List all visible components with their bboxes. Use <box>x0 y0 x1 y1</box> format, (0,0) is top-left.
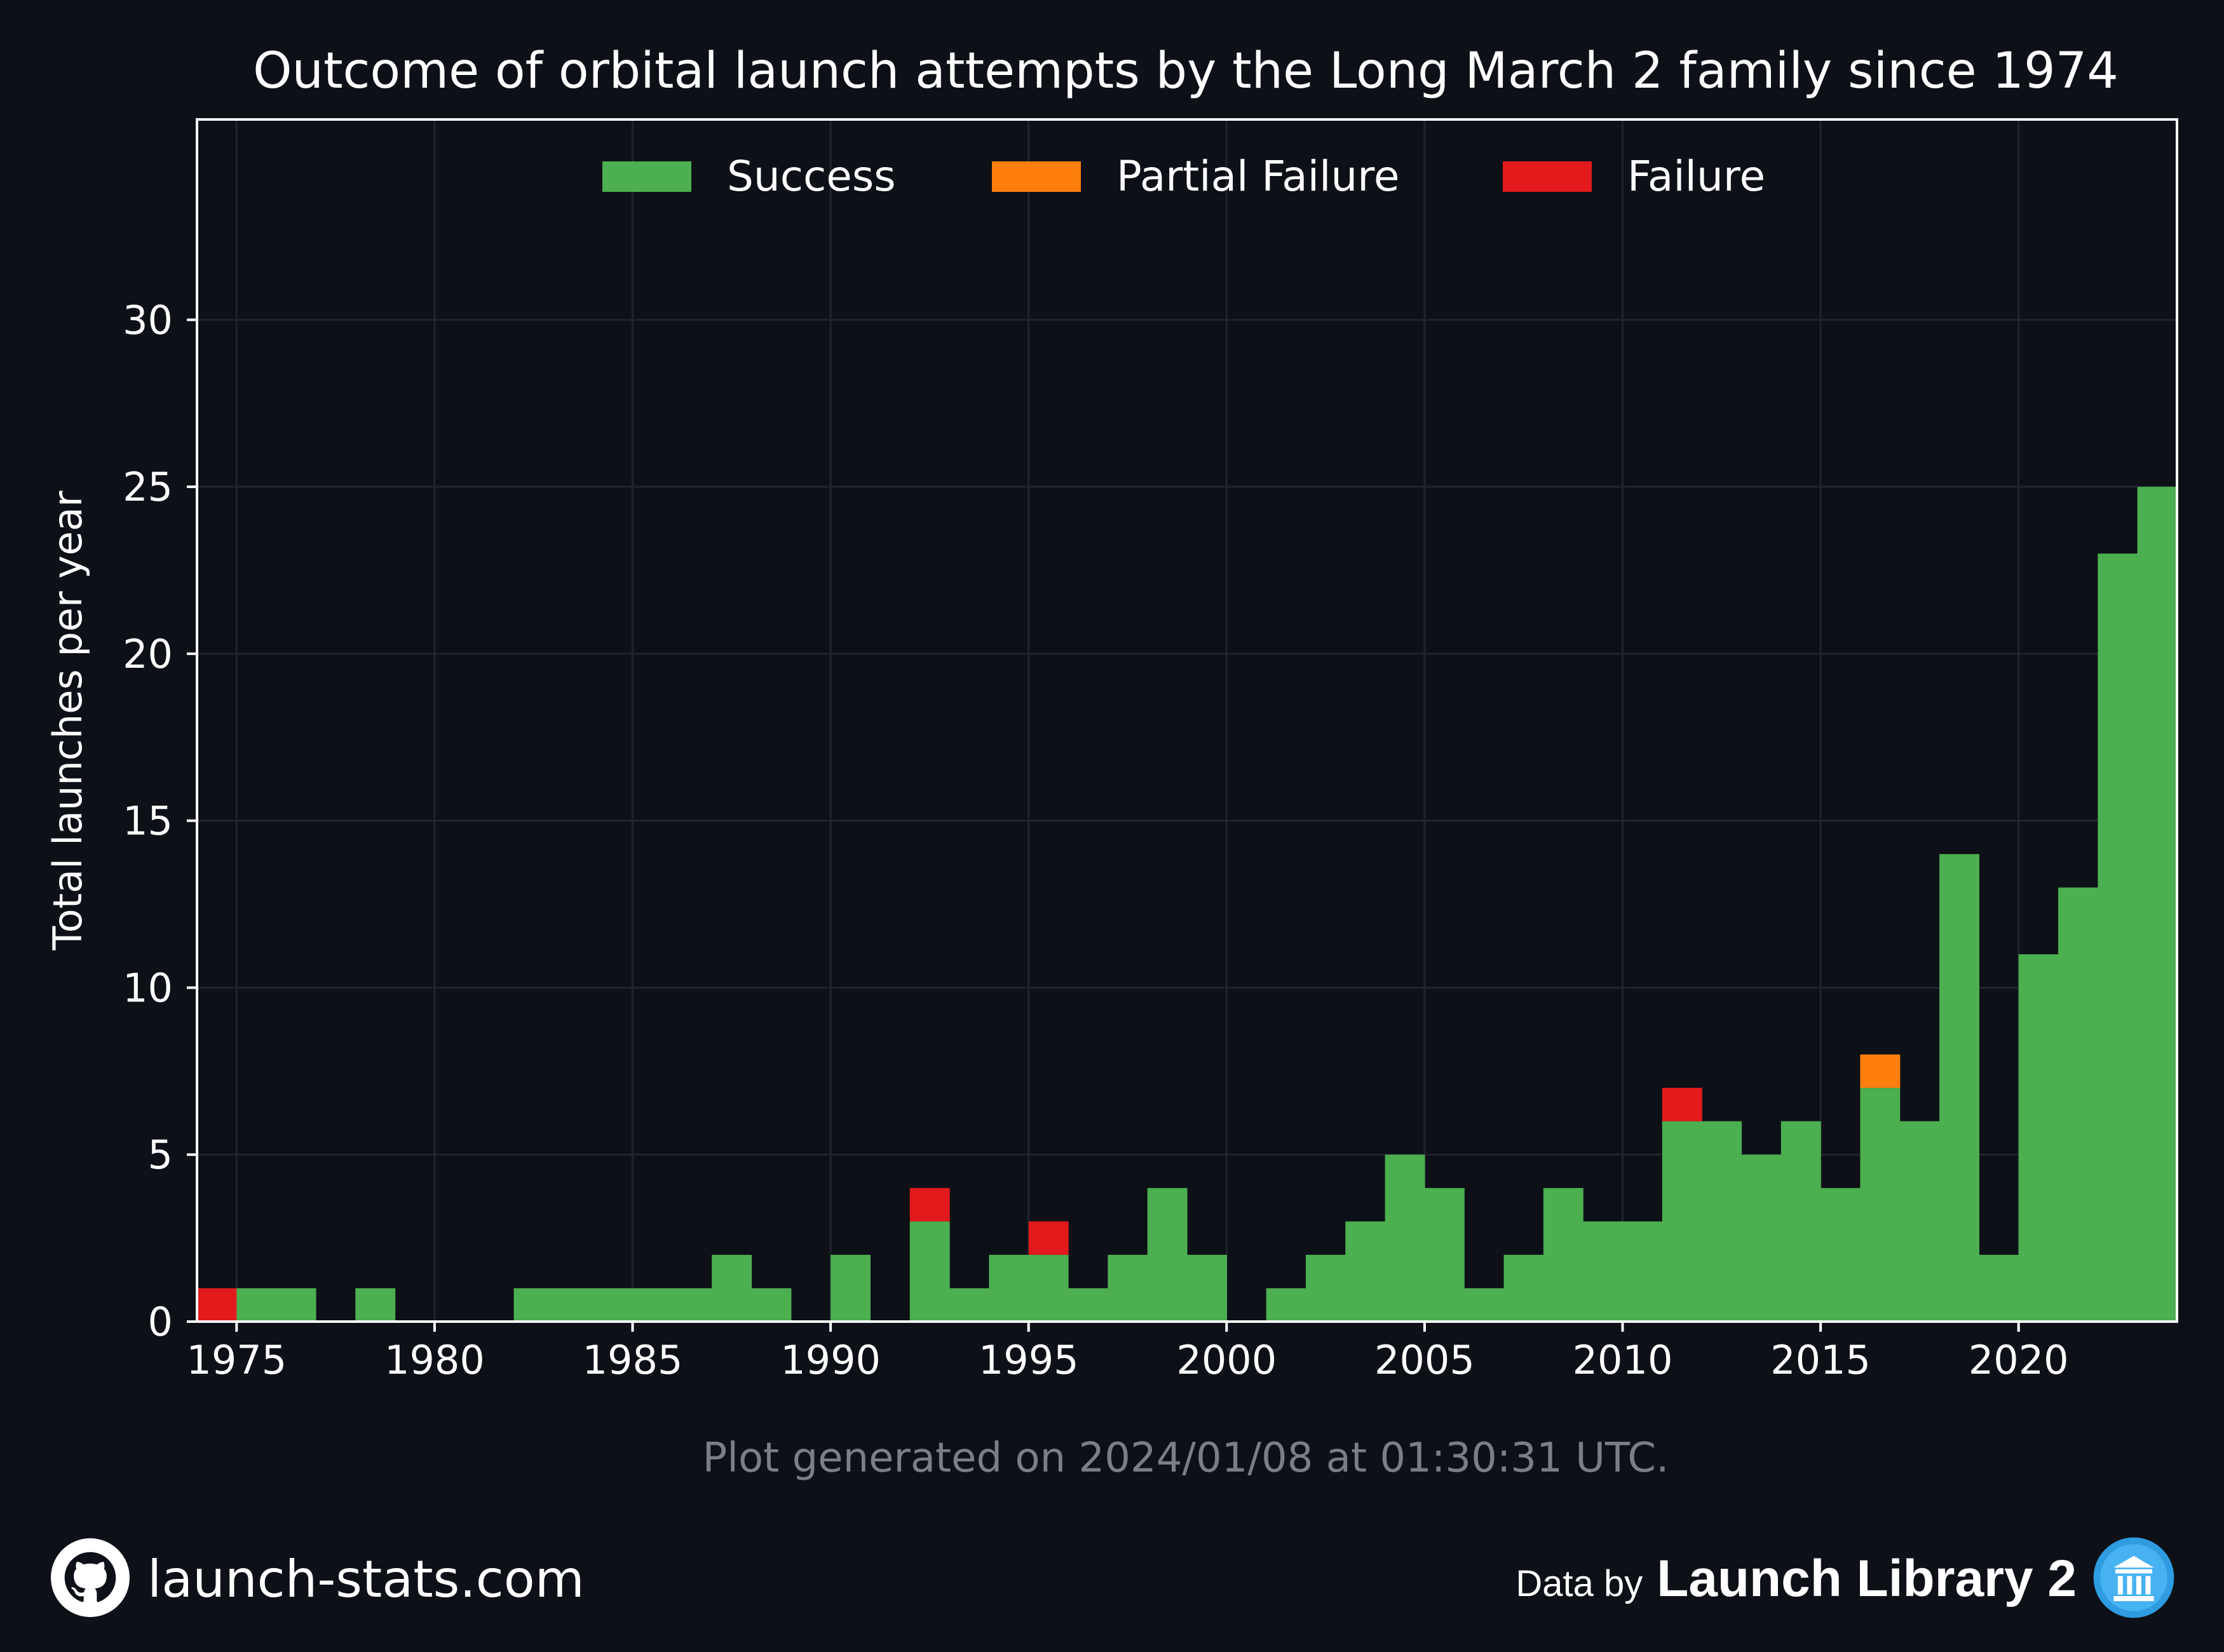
y-tick-label: 0 <box>148 1299 173 1345</box>
x-tick-label: 1985 <box>583 1337 683 1383</box>
x-tick-label: 1975 <box>186 1337 287 1383</box>
bar-failure-2011 <box>1662 1088 1702 1121</box>
legend-label: Success <box>727 152 896 201</box>
legend-label: Failure <box>1627 152 1765 201</box>
bar-success-2007 <box>1503 1254 1544 1322</box>
x-tick-label: 2005 <box>1374 1337 1475 1383</box>
x-tick-label: 1995 <box>979 1337 1079 1383</box>
bar-success-2004 <box>1385 1154 1425 1322</box>
bar-success-1987 <box>712 1254 752 1322</box>
bar-success-2013 <box>1741 1154 1782 1322</box>
y-tick-label: 15 <box>123 798 173 844</box>
bar-success-2023 <box>2137 487 2178 1322</box>
x-tick-label: 1990 <box>780 1337 881 1383</box>
bar-success-1982 <box>513 1288 554 1322</box>
bar-success-2016 <box>1860 1088 1901 1322</box>
x-tick-label: 2015 <box>1770 1337 1871 1383</box>
site-link[interactable]: launch-stats.com <box>147 1549 585 1609</box>
bar-success-2010 <box>1622 1221 1663 1322</box>
y-tick-label: 5 <box>148 1132 173 1178</box>
bar-success-1990 <box>831 1254 871 1322</box>
bar-failure-1974 <box>197 1288 237 1322</box>
bar-success-1993 <box>949 1288 989 1322</box>
bar-success-2003 <box>1345 1221 1386 1322</box>
legend: Success Partial Failure Failure <box>602 152 1765 201</box>
bar-failure-1995 <box>1028 1221 1069 1255</box>
x-tick-label: 2000 <box>1176 1337 1277 1383</box>
x-tick-label: 2020 <box>1969 1337 2069 1383</box>
y-axis-label: Total launches per year <box>44 491 91 951</box>
bar-success-1976 <box>276 1288 316 1322</box>
bar-success-1992 <box>909 1221 950 1322</box>
bar-success-1975 <box>236 1288 277 1322</box>
bar-partial-failure-2016 <box>1860 1054 1901 1088</box>
bar-success-2012 <box>1702 1121 1742 1322</box>
chart-title: Outcome of orbital launch attempts by th… <box>253 43 2119 100</box>
ticks: 0 5 10 15 20 25 30 1975 1980 1985 1990 1995 2000 2005… <box>123 297 2069 1383</box>
legend-label: Partial Failure <box>1116 152 1400 201</box>
bar-success-2020 <box>2018 954 2059 1322</box>
bar-success-2018 <box>1939 854 1979 1322</box>
bar-success-1984 <box>593 1288 634 1322</box>
bar-success-1994 <box>989 1254 1029 1322</box>
bar-success-1998 <box>1147 1188 1188 1322</box>
bar-success-1983 <box>553 1288 593 1322</box>
grid <box>197 119 2177 1323</box>
bar-success-2017 <box>1899 1121 1940 1322</box>
bar-success-2002 <box>1305 1254 1346 1322</box>
data-by-label: Data by <box>1515 1562 1643 1604</box>
bar-success-2009 <box>1583 1221 1624 1322</box>
y-tick-label: 30 <box>123 297 173 343</box>
y-tick-label: 20 <box>123 631 173 677</box>
bar-success-2001 <box>1266 1288 1306 1322</box>
bar-failure-1992 <box>909 1188 950 1222</box>
bar-success-1988 <box>751 1288 792 1322</box>
footnote: Plot generated on 2024/01/08 at 01:30:31… <box>703 1435 1669 1482</box>
bar-success-2022 <box>2098 553 2138 1322</box>
bar-success-2011 <box>1662 1121 1702 1322</box>
library-name[interactable]: Launch Library 2 <box>1657 1550 2077 1608</box>
y-tick-label: 10 <box>123 965 173 1011</box>
bar-success-2015 <box>1821 1188 1861 1322</box>
bar-success-1996 <box>1068 1288 1108 1322</box>
bar-success-1978 <box>355 1288 396 1322</box>
bar-success-2021 <box>2058 887 2098 1322</box>
bar-success-1985 <box>632 1288 673 1322</box>
legend-swatch-partial-failure <box>992 161 1081 192</box>
bar-success-2019 <box>1979 1254 2019 1322</box>
footer-site[interactable]: launch-stats.com <box>51 1538 585 1620</box>
footer-data-source[interactable]: Data by Launch Library 2 <box>1515 1536 2176 1622</box>
bar-success-1999 <box>1187 1254 1227 1322</box>
bar-success-1997 <box>1108 1254 1148 1322</box>
bar-success-1995 <box>1028 1254 1069 1322</box>
y-tick-label: 25 <box>123 464 173 510</box>
plot-frame <box>196 118 2178 1323</box>
x-tick-label: 1980 <box>384 1337 485 1383</box>
bar-success-2014 <box>1780 1121 1821 1322</box>
bar-success-2005 <box>1424 1188 1465 1322</box>
legend-swatch-success <box>602 161 691 192</box>
legend-swatch-failure <box>1503 161 1592 192</box>
bars <box>197 487 2178 1322</box>
bar-success-2008 <box>1543 1188 1583 1322</box>
library-logo-icon <box>2092 1536 2176 1622</box>
github-icon <box>51 1538 130 1620</box>
x-tick-label: 2010 <box>1573 1337 1673 1383</box>
bar-success-2006 <box>1464 1288 1505 1322</box>
bar-success-1986 <box>672 1288 712 1322</box>
